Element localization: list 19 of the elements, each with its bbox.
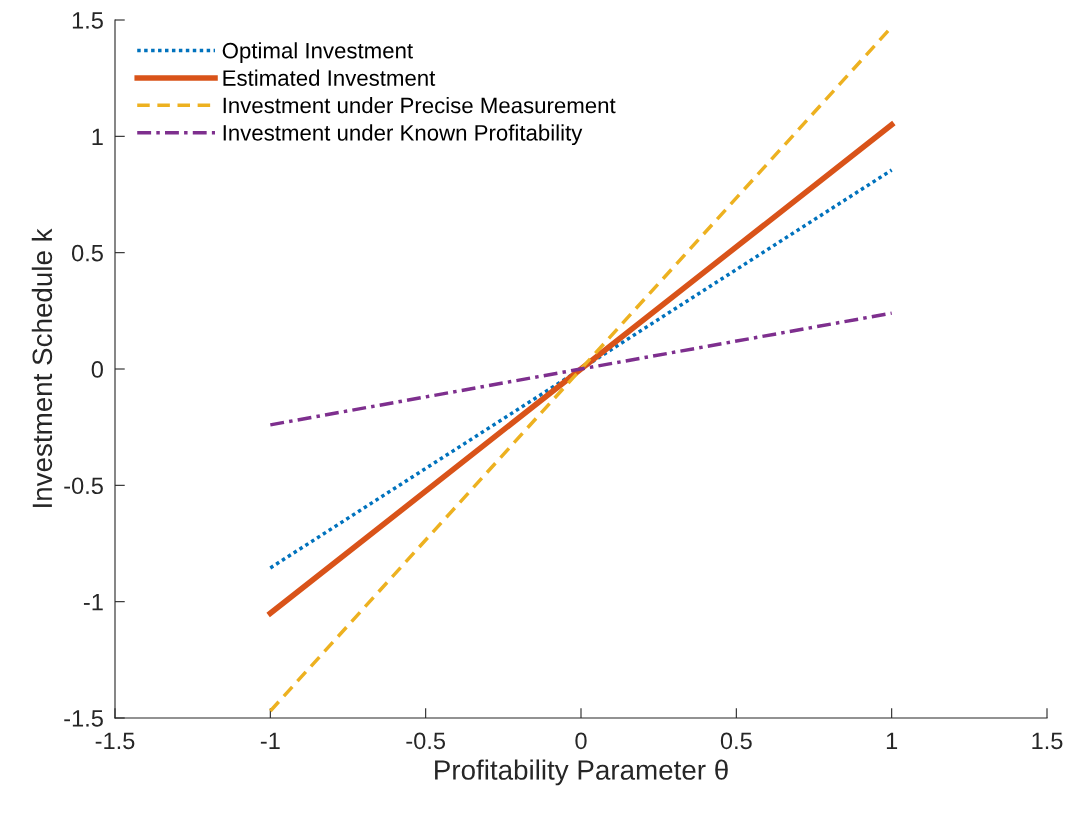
y-tick-label: 1 <box>92 128 103 145</box>
x-tick-label: -0.5 <box>406 732 446 750</box>
x-tick-label: 0.5 <box>720 732 752 750</box>
y-tick-label: 1.5 <box>72 12 103 29</box>
y-tick-label: -1 <box>83 593 103 611</box>
x-tick-label: 1 <box>886 732 898 749</box>
y-tick-label: -0.5 <box>64 477 103 495</box>
y-tick-label: 0.5 <box>71 244 103 262</box>
legend-label: Investment under Precise Measurement <box>223 96 616 114</box>
y-tick-label: -1.5 <box>64 710 103 727</box>
x-tick-label: 1.5 <box>1032 732 1063 750</box>
x-axis-title: Profitability Parameter θ <box>435 759 728 786</box>
legend-label: Investment under Known Profitability <box>223 124 583 146</box>
y-axis-title: Investment Schedule k <box>31 228 53 507</box>
legend-label: Optimal Investment <box>222 42 413 63</box>
legend-label: Estimated Investment <box>223 69 436 86</box>
y-tick-label: 0 <box>91 361 103 378</box>
x-tick-label: -1 <box>260 732 280 749</box>
x-tick-label: 0 <box>575 732 587 750</box>
